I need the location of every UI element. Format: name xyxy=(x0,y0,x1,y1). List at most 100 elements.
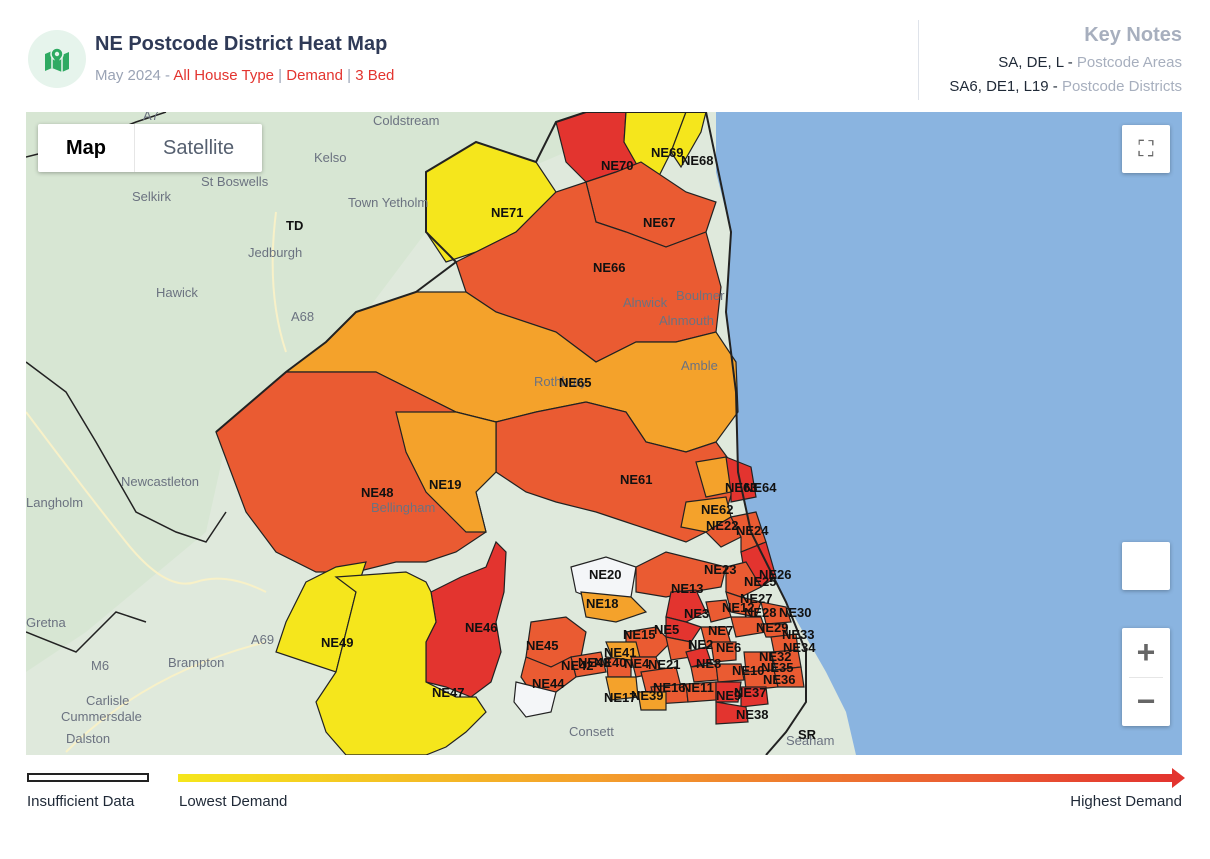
district-NE27[interactable] xyxy=(725,591,762,618)
district-label: NE13 xyxy=(671,581,704,596)
land-area xyxy=(26,112,586,672)
district-NE3[interactable] xyxy=(665,616,702,643)
place-label: Coldstream xyxy=(373,113,439,128)
district-NE44[interactable] xyxy=(513,681,557,718)
map-canvas[interactable]: Coldstream Kelso St Boswells Selkirk Town Ye… xyxy=(26,112,1182,755)
district-label: NE5 xyxy=(654,622,679,637)
district-label: NE28 xyxy=(744,605,777,620)
district-label: NE24 xyxy=(736,523,769,538)
zoom-control: + − xyxy=(1122,628,1170,726)
district-label: NE3 xyxy=(684,606,709,621)
district-label: NE10 xyxy=(732,663,765,678)
district-NE43[interactable] xyxy=(520,656,577,693)
district-label: NE35 xyxy=(761,660,794,675)
district-label: NE38 xyxy=(736,707,769,722)
district-NE47[interactable] xyxy=(315,571,487,755)
district-NE38[interactable] xyxy=(715,701,749,725)
district-label: NE27 xyxy=(740,591,773,606)
report-filters: May 2024 - All House Type | Demand | 3 B… xyxy=(95,67,395,84)
map-type-toggle[interactable]: Map Satellite xyxy=(38,124,263,172)
place-label: Alnmouth xyxy=(659,313,714,328)
district-label: NE12 xyxy=(722,600,755,615)
district-NE13[interactable] xyxy=(665,589,707,623)
legend-highest-label: Highest Demand xyxy=(1070,793,1182,810)
key-notes-title: Key Notes xyxy=(1084,24,1182,46)
legend-insufficient-label: Insufficient Data xyxy=(27,793,135,810)
district-label: NE43 xyxy=(578,655,611,670)
house-type-filter[interactable]: All House Type xyxy=(173,67,275,84)
place-label: A68 xyxy=(291,309,314,324)
fullscreen-icon: ⛶ xyxy=(1138,136,1154,161)
satellite-button[interactable]: Satellite xyxy=(134,124,262,172)
zoom-out-button[interactable]: − xyxy=(1136,683,1156,720)
district-NE2[interactable] xyxy=(685,646,712,668)
district-label: NE18 xyxy=(586,596,619,611)
district-label: NE6 xyxy=(716,640,741,655)
place-label: Langholm xyxy=(26,495,83,510)
district-label: NE61 xyxy=(620,472,653,487)
district-label: NE39 xyxy=(631,688,664,703)
place-label: Hawick xyxy=(156,285,198,300)
place-label: Carlisle xyxy=(86,693,129,708)
fullscreen-button[interactable]: ⛶ xyxy=(1122,125,1170,173)
district-label: NE11 xyxy=(682,680,714,695)
district-NE17[interactable] xyxy=(605,676,639,701)
place-label: Seaham xyxy=(786,733,834,748)
district-NE9[interactable] xyxy=(715,681,742,703)
road xyxy=(271,211,287,353)
district-NE36[interactable] xyxy=(773,666,805,688)
metric-filter[interactable]: Demand xyxy=(286,67,343,84)
district-NE18[interactable] xyxy=(580,591,648,623)
district-NE23[interactable] xyxy=(635,551,727,598)
district-label: NE29 xyxy=(756,620,789,635)
district-NE25[interactable] xyxy=(725,561,762,598)
district-label: NE2 xyxy=(688,637,713,652)
district-NE37[interactable] xyxy=(740,686,769,708)
district-NE30[interactable] xyxy=(760,601,792,625)
district-label: NE66 xyxy=(593,260,626,275)
place-label: A7 xyxy=(143,112,159,123)
place-label: Newcastleton xyxy=(121,474,199,489)
district-label: NE33 xyxy=(782,627,815,642)
district-label: NE9 xyxy=(716,688,741,703)
boundary-line xyxy=(26,361,227,543)
map-button[interactable]: Map xyxy=(66,137,106,159)
district-NE10[interactable] xyxy=(715,663,745,683)
district-label: NE30 xyxy=(779,605,812,620)
district-label: NE42 xyxy=(561,658,594,673)
district-NE19[interactable] xyxy=(395,411,497,533)
place-label: Consett xyxy=(569,724,614,739)
street-view-button[interactable] xyxy=(1122,542,1170,590)
district-label: NE68 xyxy=(681,153,714,168)
key-notes-districts: SA6, DE1, L19 - Postcode Districts xyxy=(949,78,1182,95)
district-NE68[interactable] xyxy=(670,112,707,169)
district-label: NE62 xyxy=(701,502,734,517)
district-NE6[interactable] xyxy=(710,641,737,663)
district-label: NE22 xyxy=(706,518,739,533)
place-label: Selkirk xyxy=(132,189,172,204)
place-label: TD xyxy=(286,218,303,233)
bedrooms-filter[interactable]: 3 Bed xyxy=(355,67,395,84)
place-label: Rothbury xyxy=(534,374,587,389)
district-NE39[interactable] xyxy=(637,691,667,711)
district-label: NE63 xyxy=(725,480,758,495)
place-label: Gretna xyxy=(26,615,67,630)
district-label: NE69 xyxy=(651,145,684,160)
zoom-in-button[interactable]: + xyxy=(1136,633,1156,670)
place-label: Town Yetholm xyxy=(348,195,428,210)
district-label: NE49 xyxy=(321,635,354,650)
place-label: Brampton xyxy=(168,655,224,670)
county-boundary xyxy=(215,112,807,755)
district-label: NE67 xyxy=(643,215,676,230)
road xyxy=(65,641,267,753)
place-label: Dalston xyxy=(66,731,110,746)
district-label: NE41 xyxy=(604,645,637,660)
place-label: Jedburgh xyxy=(248,245,302,260)
district-label: NE40 xyxy=(594,655,627,670)
district-label: NE4 xyxy=(624,656,650,671)
heat-map[interactable]: Coldstream Kelso St Boswells Selkirk Town Ye… xyxy=(26,112,1182,755)
district-label: NE21 xyxy=(648,657,681,672)
district-label: NE7 xyxy=(708,623,733,638)
road xyxy=(26,411,267,593)
zoom-divider xyxy=(1129,676,1163,678)
